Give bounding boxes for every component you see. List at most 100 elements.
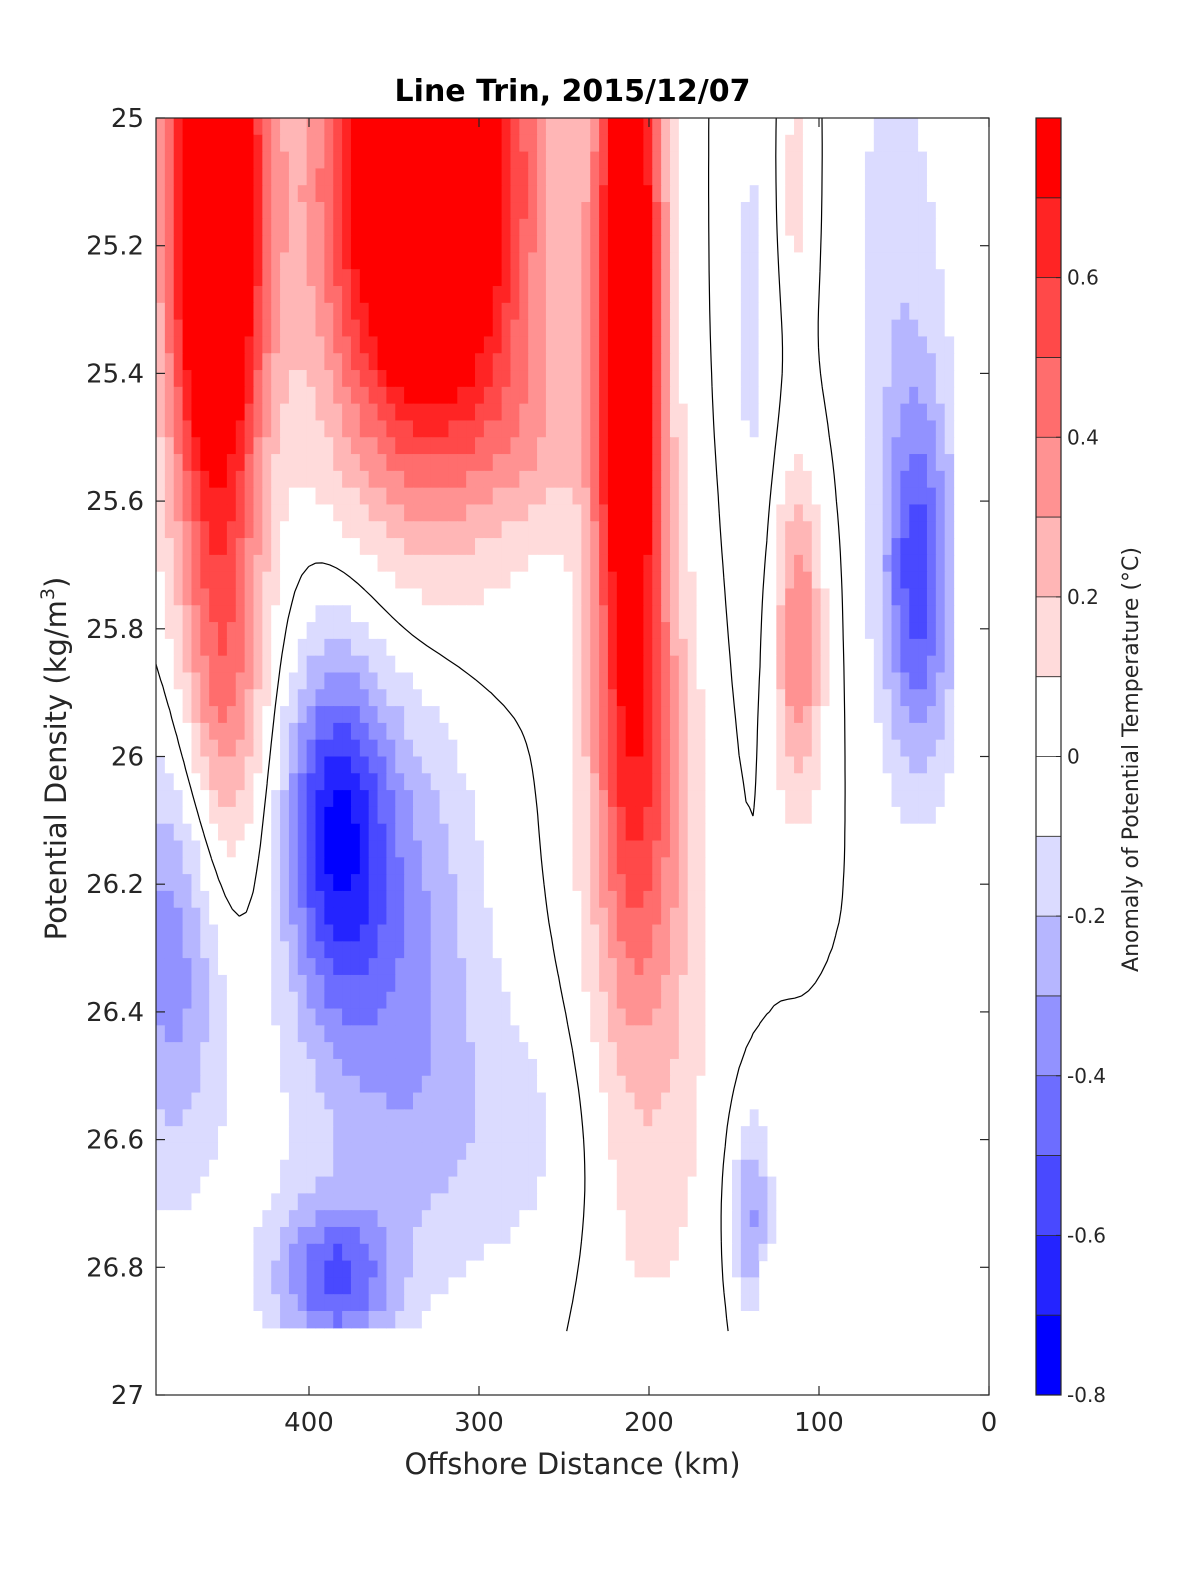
contour-cell bbox=[244, 890, 255, 909]
contour-cell bbox=[873, 974, 884, 993]
contour-cell bbox=[723, 756, 733, 774]
contour-cell bbox=[315, 470, 325, 489]
contour-cell bbox=[404, 739, 414, 758]
contour-cell bbox=[164, 1025, 175, 1043]
contour-cell bbox=[492, 924, 503, 942]
contour-cell bbox=[935, 823, 946, 842]
contour-cell bbox=[705, 134, 715, 153]
contour-cell bbox=[350, 1008, 361, 1026]
contour-cell bbox=[776, 319, 786, 338]
contour-cell bbox=[572, 773, 582, 791]
contour-cell bbox=[590, 874, 600, 892]
contour-cell bbox=[528, 386, 538, 405]
contour-cell bbox=[625, 269, 636, 287]
contour-cell bbox=[182, 907, 193, 926]
contour-cell bbox=[794, 773, 804, 791]
contour-cell bbox=[501, 840, 512, 858]
contour-cell bbox=[758, 538, 769, 556]
contour-cell bbox=[935, 941, 946, 959]
contour-cell bbox=[404, 185, 414, 203]
contour-cell bbox=[643, 689, 653, 707]
contour-cell bbox=[678, 605, 689, 623]
contour-cell bbox=[421, 756, 432, 774]
contour-cell bbox=[785, 269, 795, 287]
contour-cell bbox=[740, 386, 751, 405]
contour-cell bbox=[820, 521, 831, 539]
contour-cell bbox=[563, 454, 574, 472]
contour-cell bbox=[732, 924, 742, 942]
contour-cell bbox=[802, 538, 813, 556]
contour-cell bbox=[226, 151, 237, 170]
contour-cell bbox=[545, 370, 556, 388]
contour-cell bbox=[324, 739, 334, 758]
contour-cell bbox=[501, 521, 512, 539]
contour-cell bbox=[333, 235, 343, 254]
contour-cell bbox=[377, 806, 387, 825]
contour-cell bbox=[661, 437, 671, 455]
contour-cell bbox=[785, 622, 795, 640]
contour-cell bbox=[324, 302, 334, 321]
contour-cell bbox=[510, 790, 520, 808]
contour-cell bbox=[643, 286, 653, 304]
contour-cell bbox=[501, 958, 512, 976]
contour-cell bbox=[776, 252, 786, 270]
contour-cell bbox=[563, 538, 574, 556]
contour-cell bbox=[918, 739, 928, 758]
contour-cell bbox=[386, 622, 396, 640]
contour-cell bbox=[342, 1008, 352, 1026]
contour-cell bbox=[306, 252, 317, 270]
contour-cell bbox=[873, 386, 884, 405]
contour-cell bbox=[483, 790, 494, 808]
contour-cell bbox=[758, 605, 769, 623]
contour-cell bbox=[395, 1008, 405, 1026]
contour-cell bbox=[156, 420, 166, 438]
contour-cell bbox=[209, 336, 219, 354]
contour-cell bbox=[439, 605, 450, 623]
contour-cell bbox=[882, 286, 893, 304]
contour-cell bbox=[519, 185, 529, 203]
contour-cell bbox=[944, 790, 955, 808]
contour-cell bbox=[891, 202, 901, 220]
contour-cell bbox=[864, 890, 875, 909]
contour-cell bbox=[200, 622, 210, 640]
contour-cell bbox=[528, 504, 538, 522]
contour-cell bbox=[572, 218, 582, 237]
contour-cell bbox=[297, 857, 308, 875]
contour-cell bbox=[794, 353, 804, 371]
contour-cell bbox=[253, 958, 263, 976]
contour-cell bbox=[368, 991, 379, 1010]
contour-cell bbox=[714, 571, 724, 590]
contour-cell bbox=[244, 588, 255, 606]
contour-cell bbox=[501, 1008, 512, 1026]
contour-cell bbox=[900, 672, 910, 690]
contour-cell bbox=[767, 134, 777, 153]
contour-cell bbox=[864, 840, 875, 858]
contour-cell bbox=[918, 1008, 928, 1026]
contour-cell bbox=[182, 302, 193, 321]
contour-cell bbox=[652, 151, 662, 170]
contour-cell bbox=[448, 504, 458, 522]
contour-cell bbox=[182, 538, 193, 556]
contour-cell bbox=[714, 202, 724, 220]
contour-cell bbox=[634, 437, 644, 455]
contour-cell bbox=[191, 806, 201, 825]
contour-cell bbox=[705, 286, 715, 304]
contour-cell bbox=[634, 974, 644, 993]
contour-cell bbox=[909, 974, 919, 993]
contour-cell bbox=[280, 437, 290, 455]
contour-cell bbox=[359, 1042, 370, 1060]
contour-cell bbox=[209, 739, 219, 758]
contour-cell bbox=[412, 991, 423, 1010]
contour-cell bbox=[856, 370, 866, 388]
contour-cell bbox=[528, 588, 538, 606]
contour-cell bbox=[554, 655, 565, 674]
contour-cell bbox=[909, 874, 919, 892]
contour-cell bbox=[430, 840, 441, 858]
contour-cell bbox=[537, 991, 547, 1010]
contour-cell bbox=[811, 302, 822, 321]
contour-cell bbox=[572, 638, 582, 657]
contour-cell bbox=[900, 554, 910, 573]
contour-cell bbox=[625, 185, 636, 203]
contour-cell bbox=[696, 286, 707, 304]
contour-cell bbox=[581, 185, 591, 203]
